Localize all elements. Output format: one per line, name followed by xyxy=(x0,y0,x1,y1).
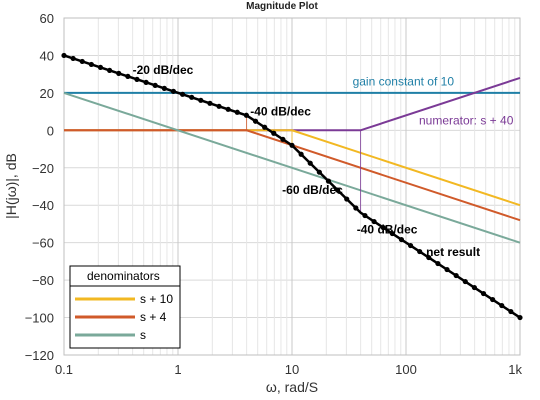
net-result-point xyxy=(189,94,195,100)
net-result-point xyxy=(262,124,268,130)
net-result-point xyxy=(143,79,149,85)
net-result-point xyxy=(179,91,186,97)
x-tick-label: 1k xyxy=(508,362,522,377)
annotation-label: -40 dB/dec xyxy=(357,222,418,236)
net-result-point xyxy=(353,205,359,211)
net-result-point xyxy=(307,160,313,166)
chart-title: Magnitude Plot xyxy=(246,1,318,12)
annotation-label: -20 dB/dec xyxy=(133,63,194,77)
x-axis-label: ω, rad/S xyxy=(266,379,318,395)
net-result-point xyxy=(152,82,158,88)
annotation-label: net result xyxy=(426,245,480,259)
net-result-point xyxy=(499,302,505,309)
net-result-point xyxy=(116,70,122,76)
net-result-point xyxy=(70,55,76,62)
net-result-point xyxy=(134,76,140,82)
x-tick-label: 10 xyxy=(285,362,299,377)
series-lines xyxy=(61,52,523,321)
net-result-point xyxy=(61,52,67,59)
net-result-point xyxy=(398,236,405,243)
y-axis-label: |H(jω)|, dB xyxy=(3,153,19,219)
net-result-point xyxy=(107,67,113,74)
net-result-point xyxy=(252,118,259,124)
plot-area-frame xyxy=(63,17,521,356)
net-result-point xyxy=(243,112,249,118)
net-result-point xyxy=(380,224,386,231)
net-result-point xyxy=(125,73,131,79)
net-result-point xyxy=(471,284,477,291)
net-result-point xyxy=(480,290,487,297)
net-result-point xyxy=(316,169,322,175)
legend-label: s xyxy=(140,328,146,342)
series-line xyxy=(63,91,521,244)
net-result-point xyxy=(371,218,377,225)
net-result-point xyxy=(517,314,523,321)
net-result-point xyxy=(362,212,368,219)
net-result-point xyxy=(508,308,514,315)
x-tick-label: 1 xyxy=(174,362,181,377)
net-result-point xyxy=(325,178,332,184)
y-tick-label: 20 xyxy=(40,86,54,101)
y-tick-label: 40 xyxy=(40,48,54,63)
net-result-point xyxy=(97,64,104,71)
net-result-point xyxy=(462,278,468,285)
net-result-point xyxy=(161,85,167,91)
net-result-point xyxy=(453,272,459,279)
x-tick-label: 0.1 xyxy=(55,362,73,377)
net-result-point xyxy=(271,130,277,136)
net-result-point xyxy=(417,248,423,255)
net-result-point xyxy=(289,142,295,148)
y-tick-label: −20 xyxy=(32,161,54,176)
net-result-point xyxy=(216,103,222,109)
y-tick-label: 0 xyxy=(47,123,54,138)
net-result-point xyxy=(426,254,432,261)
net-result-point xyxy=(298,151,304,157)
annotation-label: -60 dB/dec xyxy=(282,183,343,197)
net-result-point xyxy=(280,136,286,142)
net-result-point xyxy=(335,187,341,193)
net-result-point xyxy=(407,242,414,249)
net-result-point xyxy=(490,296,496,303)
net-result-point xyxy=(234,109,240,115)
net-result-point xyxy=(344,196,350,202)
net-result-point xyxy=(79,58,85,65)
y-tick-label: −100 xyxy=(25,311,54,326)
net-result-point xyxy=(435,260,441,267)
x-tick-label: 100 xyxy=(395,362,417,377)
net-result-point xyxy=(198,97,204,103)
annotation-label: numerator: s + 40 xyxy=(419,114,514,128)
legend: denominators s + 10 s + 4 s xyxy=(69,265,181,349)
net-result-point xyxy=(207,100,213,106)
legend-title: denominators xyxy=(87,269,160,283)
net-result-point xyxy=(88,61,94,68)
legend-label: s + 10 xyxy=(140,292,173,306)
y-tick-label: 60 xyxy=(40,11,54,26)
legend-label: s + 4 xyxy=(140,310,167,324)
y-tick-label: −80 xyxy=(32,273,54,288)
y-tick-label: −60 xyxy=(32,236,54,251)
net-result-point xyxy=(225,106,231,112)
y-tick-label: −40 xyxy=(32,198,54,213)
net-result-point xyxy=(170,88,177,94)
annotation-label: gain constant of 10 xyxy=(353,74,455,88)
net-result-point xyxy=(389,230,395,237)
annotation-label: -40 dB/dec xyxy=(250,104,311,118)
net-result-point xyxy=(444,266,450,273)
annotations: -20 dB/dec -40 dB/dec -60 dB/dec -40 dB/dec… xyxy=(133,63,514,259)
y-tick-label: −120 xyxy=(25,348,54,363)
